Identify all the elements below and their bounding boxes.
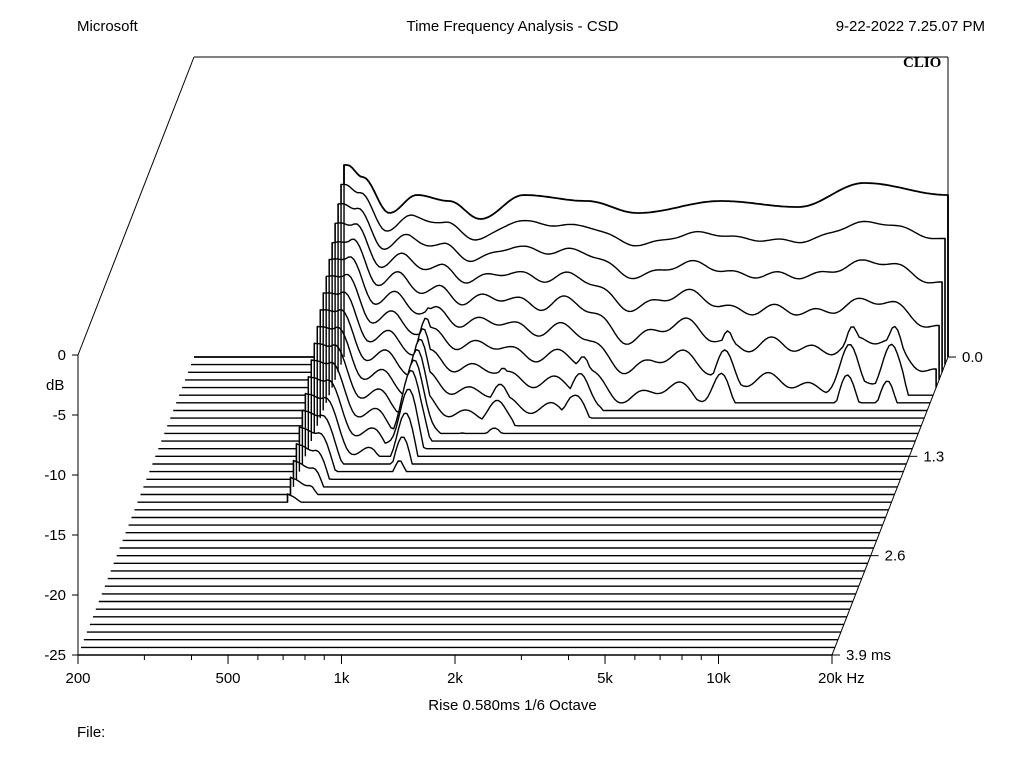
slice-fill	[158, 376, 913, 449]
slice-fill	[161, 360, 916, 442]
x-tick-label: 1k	[334, 670, 350, 687]
x-tick-label: 10k	[706, 670, 731, 687]
slice-line	[182, 238, 937, 389]
slice-line	[164, 342, 919, 435]
slice-line	[167, 325, 922, 427]
analysis-settings: Rise 0.580ms 1/6 Octave	[428, 697, 597, 714]
waterfall-slices	[78, 164, 949, 656]
z-tick-label: 2.6	[885, 548, 906, 565]
slice-line	[188, 203, 943, 373]
clio-brand: CLIO	[903, 55, 941, 71]
z-tick-label: 3.9 ms	[846, 647, 891, 664]
frame-edge	[831, 356, 949, 656]
y-tick-label: -10	[44, 467, 66, 484]
slice-line	[137, 493, 892, 503]
y-tick-label: 0	[58, 347, 66, 364]
x-tick-label: 200	[65, 670, 90, 687]
z-tick-label: 0.0	[962, 349, 983, 366]
y-tick-label: -20	[44, 587, 66, 604]
y-tick-label: -5	[53, 407, 66, 424]
slice-line	[173, 291, 928, 412]
y-tick-label: -25	[44, 647, 66, 664]
slice-line	[185, 222, 940, 381]
x-tick-label: 500	[216, 670, 241, 687]
slice-fill	[137, 493, 892, 503]
x-tick-label: 2k	[447, 670, 463, 687]
slice-line	[161, 359, 916, 442]
slice-line	[140, 476, 895, 496]
frame-edge	[77, 56, 195, 356]
slice-fill	[140, 477, 895, 495]
slice-line	[194, 164, 949, 358]
x-tick-label: 20k Hz	[818, 670, 865, 687]
axis-labels: 200 500 1k 2k 5k 10k 20k Hz 0 -5 -10 -15 -20 -25 dB 0.…	[44, 347, 983, 687]
x-tick-label: 5k	[597, 670, 613, 687]
slice-line	[146, 443, 901, 480]
slice-line	[176, 273, 931, 404]
y-tick-label: -15	[44, 527, 66, 544]
y-axis-label: dB	[46, 377, 64, 394]
slice-line	[152, 409, 907, 465]
file-label: File:	[77, 724, 106, 741]
slice-line	[170, 309, 925, 419]
chart-title: Time Frequency Analysis - CSD	[406, 18, 619, 35]
slice-line	[155, 392, 910, 457]
z-tick-label: 1.3	[923, 448, 944, 465]
slice-line	[158, 376, 913, 450]
vendor-label: Microsoft	[77, 18, 138, 35]
slice-line	[191, 183, 946, 366]
timestamp: 9-22-2022 7.25.07 PM	[835, 18, 985, 35]
slice-line	[149, 426, 904, 473]
slice-line	[179, 256, 934, 396]
slice-line	[143, 459, 898, 488]
